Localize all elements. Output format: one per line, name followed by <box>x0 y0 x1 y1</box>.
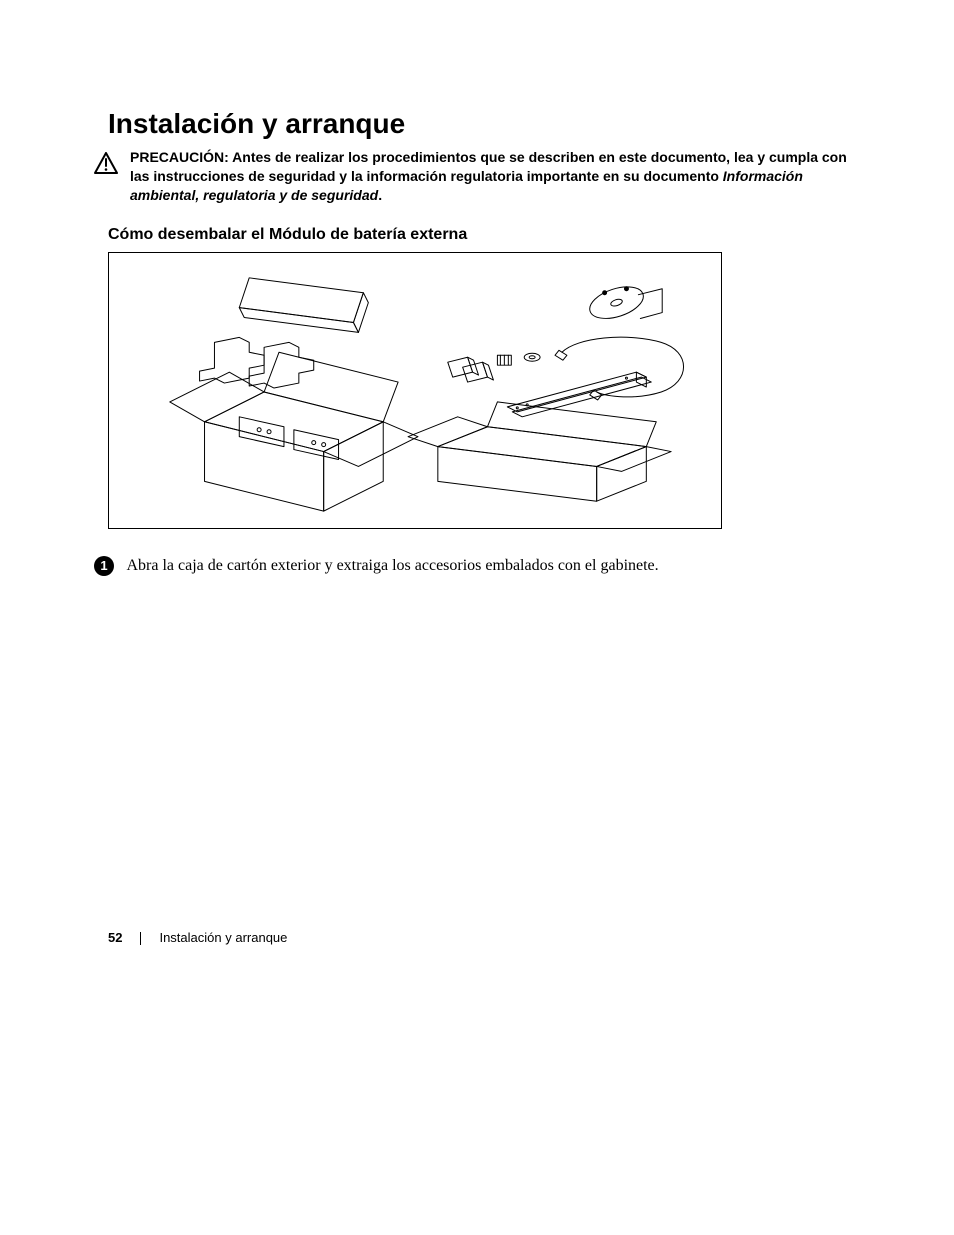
washer-icon <box>524 353 540 361</box>
page-footer: 52 Instalación y arranque <box>108 930 287 945</box>
brackets-icon <box>448 357 494 382</box>
caution-label: PRECAUCIÓN: <box>130 149 229 165</box>
caution-block: PRECAUCIÓN: Antes de realizar los proced… <box>94 148 854 205</box>
rack-rails-icon <box>507 372 651 417</box>
page-number: 52 <box>108 930 122 945</box>
caution-body-2: . <box>378 187 382 203</box>
page-heading: Instalación y arranque <box>108 108 405 140</box>
step-1-row: 1 Abra la caja de cartón exterior y extr… <box>94 556 854 576</box>
caution-text: PRECAUCIÓN: Antes de realizar los proced… <box>130 148 854 205</box>
foam-endcaps-icon <box>200 337 314 388</box>
footer-divider <box>140 932 141 945</box>
small-box-icon <box>408 402 671 501</box>
screws-icon <box>497 355 511 365</box>
step-1-text: Abra la caja de cartón exterior y extrai… <box>126 557 658 574</box>
unpacking-illustration-svg <box>109 253 721 528</box>
cd-icon <box>586 281 662 325</box>
large-box-icon <box>170 352 418 511</box>
foam-block-icon <box>239 278 368 333</box>
warning-triangle-icon <box>94 152 118 174</box>
unpacking-figure <box>108 252 722 529</box>
subheading: Cómo desembalar el Módulo de batería ext… <box>108 226 467 244</box>
footer-section-title: Instalación y arranque <box>159 930 287 945</box>
step-number-bubble: 1 <box>94 556 114 576</box>
